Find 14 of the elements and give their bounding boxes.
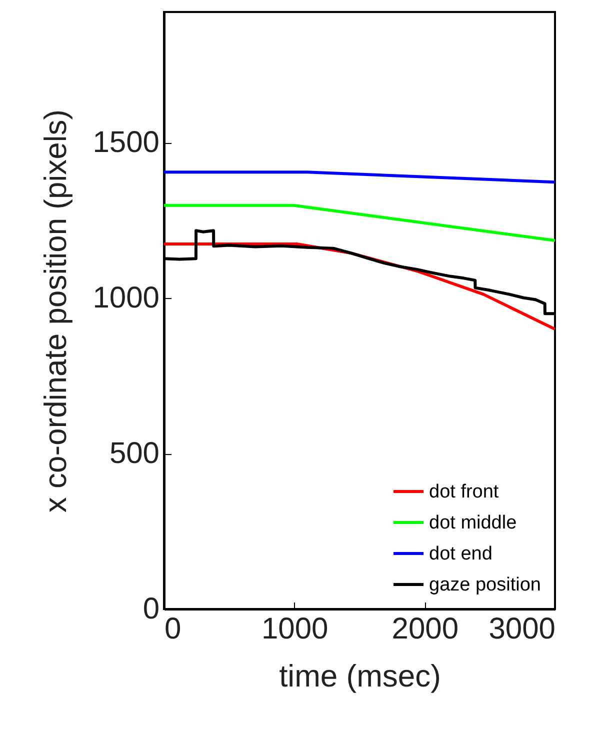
y-tick-label: 500 xyxy=(109,437,160,470)
x-tick-label: 1000 xyxy=(261,612,328,646)
y-axis-title: x co-ordinate position (pixels) xyxy=(38,109,73,513)
x-axis-title: time (msec) xyxy=(279,658,441,694)
legend-label: gaze position xyxy=(429,574,541,596)
legend-label: dot middle xyxy=(429,512,517,534)
legend-label: dot front xyxy=(429,482,500,502)
legend-label: dot end xyxy=(429,544,492,564)
y-tick-label: 1000 xyxy=(92,282,160,315)
y-tick-label: 1500 xyxy=(92,126,160,160)
x-tick-label: 2000 xyxy=(392,612,459,646)
y-tick-label: 0 xyxy=(142,592,160,626)
x-tick-label: 0 xyxy=(164,612,182,646)
x-tick-label: 3000 xyxy=(488,612,556,646)
